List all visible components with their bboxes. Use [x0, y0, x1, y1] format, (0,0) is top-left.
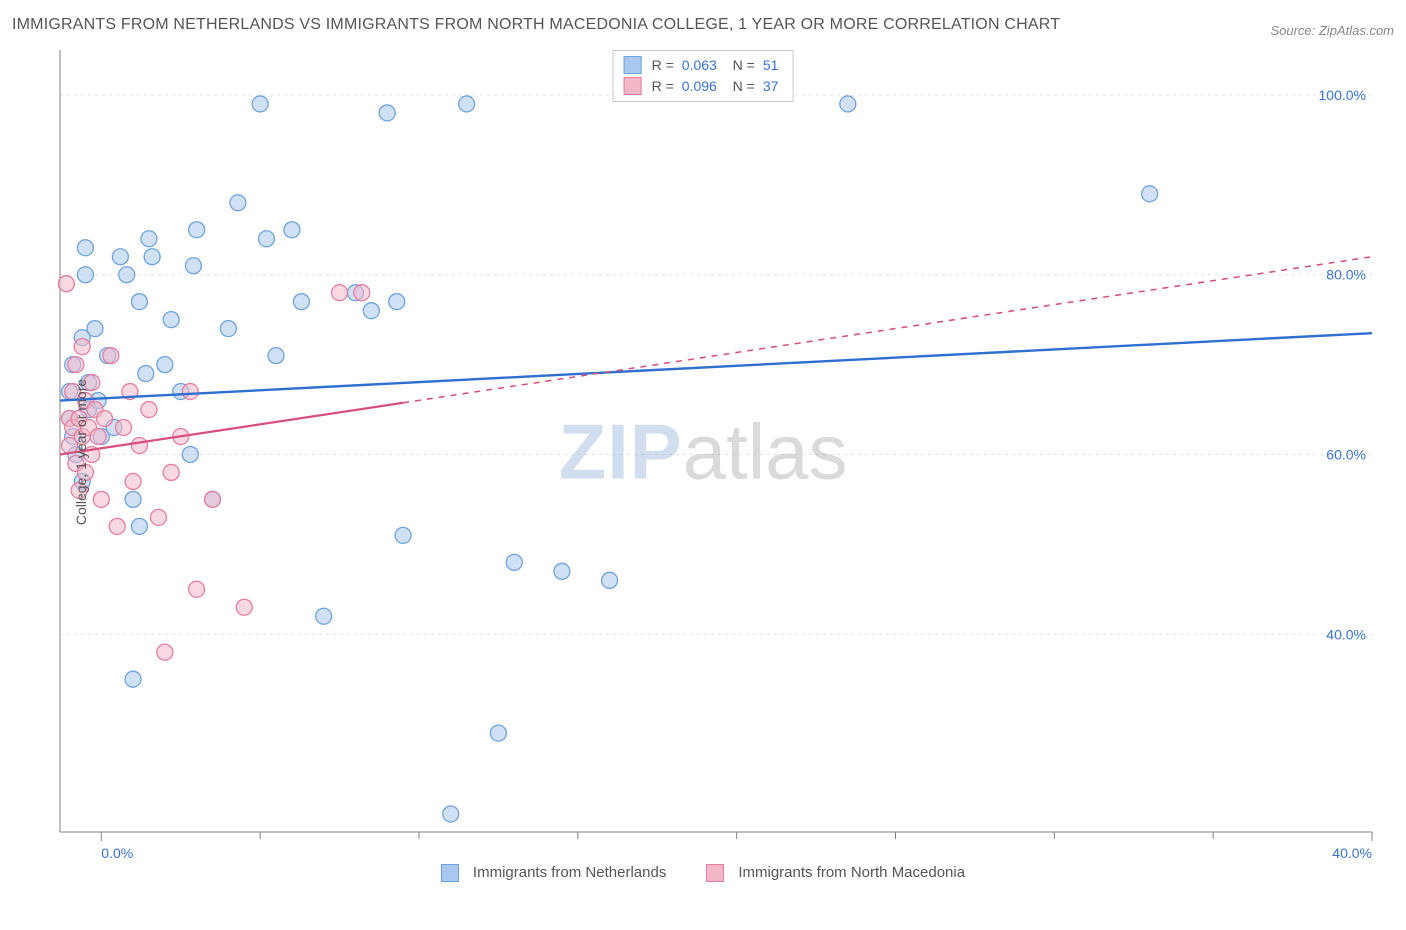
legend-r-value: 0.096 — [682, 76, 717, 97]
series-legend-item: Immigrants from North Macedonia — [706, 864, 965, 882]
series-legend: Immigrants from Netherlands Immigrants fr… — [12, 864, 1394, 882]
scatter-chart: 40.0% 60.0% 80.0% 100.0% 0.0% 40.0% — [12, 42, 1394, 862]
legend-row: R = 0.096 N = 37 — [624, 76, 783, 97]
svg-text:40.0%: 40.0% — [1326, 626, 1366, 642]
series-legend-label: Immigrants from Netherlands — [473, 864, 666, 881]
legend-swatch — [706, 864, 724, 882]
series-legend-item: Immigrants from Netherlands — [441, 864, 666, 882]
correlation-legend: R = 0.063 N = 51R = 0.096 N = 37 — [613, 50, 794, 102]
svg-text:80.0%: 80.0% — [1326, 266, 1366, 282]
chart-title: IMMIGRANTS FROM NETHERLANDS VS IMMIGRANT… — [12, 12, 1060, 38]
header: IMMIGRANTS FROM NETHERLANDS VS IMMIGRANT… — [12, 12, 1394, 38]
legend-swatch — [624, 77, 642, 95]
legend-n-value: 51 — [763, 55, 779, 76]
legend-r-label: R = — [652, 55, 674, 76]
legend-r-value: 0.063 — [682, 55, 717, 76]
legend-n-label: N = — [725, 76, 755, 97]
legend-swatch — [624, 56, 642, 74]
svg-text:0.0%: 0.0% — [101, 845, 133, 861]
legend-r-label: R = — [652, 76, 674, 97]
svg-text:40.0%: 40.0% — [1332, 845, 1372, 861]
svg-text:60.0%: 60.0% — [1326, 446, 1366, 462]
source-label: Source: ZipAtlas.com — [1270, 23, 1394, 38]
legend-n-value: 37 — [763, 76, 779, 97]
series-legend-label: Immigrants from North Macedonia — [738, 864, 965, 881]
legend-n-label: N = — [725, 55, 755, 76]
legend-swatch — [441, 864, 459, 882]
svg-text:100.0%: 100.0% — [1319, 87, 1366, 103]
legend-row: R = 0.063 N = 51 — [624, 55, 783, 76]
chart-area: College, 1 year or more 40.0% 60.0% 80.0% 1… — [12, 42, 1394, 862]
y-axis-title: College, 1 year or more — [73, 378, 89, 524]
